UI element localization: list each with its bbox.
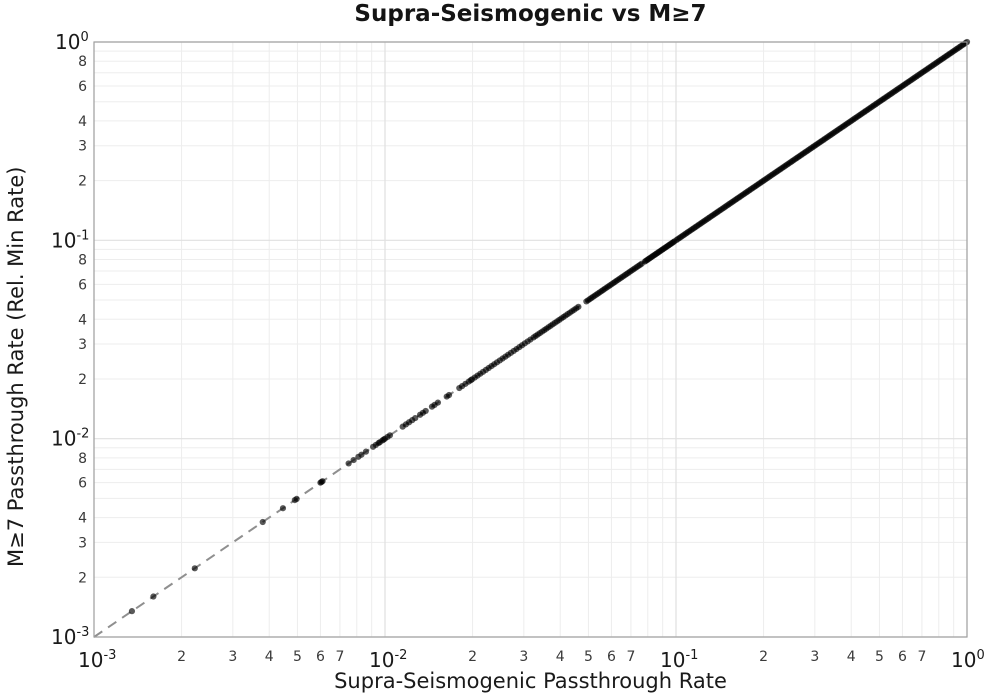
y-minor-tick-label: 3	[78, 337, 87, 353]
x-major-tick-label: 10-3	[78, 648, 116, 672]
scatter-point	[362, 448, 370, 455]
tick-exponent: -2	[76, 427, 89, 442]
scatter-point	[279, 505, 287, 512]
y-minor-tick-label: 6	[78, 79, 87, 95]
scatter-point	[293, 495, 300, 502]
scatter-point	[412, 414, 419, 422]
x-minor-tick-label: 7	[917, 649, 926, 665]
x-minor-tick-label: 6	[898, 649, 907, 665]
scatter-point	[445, 391, 453, 399]
scatter-point	[350, 456, 357, 464]
tick-exponent: -2	[394, 648, 407, 663]
scatter-point	[259, 518, 266, 526]
tick-base: 10	[78, 648, 103, 672]
tick-base: 10	[660, 648, 685, 672]
x-major-tick-label: 100	[951, 648, 985, 672]
scatter-point	[128, 608, 136, 615]
x-axis-label: Supra-Seismogenic Passthrough Rate	[334, 669, 727, 693]
y-minor-tick-label: 8	[78, 451, 87, 467]
x-minor-tick-label: 3	[519, 649, 528, 665]
chart-title: Supra-Seismogenic vs M≥7	[354, 1, 707, 27]
scatter-point	[150, 593, 157, 600]
x-minor-tick-label: 5	[875, 649, 884, 665]
y-minor-tick-label: 8	[78, 253, 87, 269]
scatter-point	[386, 432, 394, 439]
scatter-point	[191, 565, 198, 572]
tick-exponent: -3	[103, 648, 116, 663]
x-major-tick-label: 10-2	[369, 648, 407, 672]
x-minor-tick-label: 6	[607, 649, 616, 665]
x-minor-tick-label: 7	[335, 649, 344, 665]
x-minor-tick-label: 3	[228, 649, 237, 665]
scatter-points	[128, 38, 971, 615]
y-minor-tick-label: 3	[78, 139, 87, 155]
x-minor-tick-label: 4	[556, 649, 565, 665]
x-minor-tick-label: 5	[293, 649, 302, 665]
scatter-point	[422, 407, 429, 415]
tick-exponent: -1	[76, 228, 89, 243]
y-minor-tick-label: 3	[78, 535, 87, 551]
x-minor-tick-label: 6	[316, 649, 325, 665]
tick-exponent: 0	[976, 648, 984, 663]
y-major-tick-label: 10-3	[51, 625, 89, 649]
scatter-point	[358, 451, 365, 458]
tick-base: 10	[55, 30, 80, 54]
x-minor-tick-label: 4	[847, 649, 856, 665]
tick-exponent: -3	[76, 625, 89, 640]
y-minor-tick-label: 2	[78, 372, 87, 388]
y-minor-tick-label: 8	[78, 54, 87, 70]
scatter-point	[434, 399, 442, 406]
x-minor-tick-label: 4	[265, 649, 274, 665]
tick-exponent: 0	[80, 30, 88, 45]
x-minor-tick-label: 3	[810, 649, 819, 665]
y-minor-tick-label: 6	[78, 277, 87, 293]
scatter-point	[319, 478, 326, 485]
scatter-point	[345, 460, 352, 467]
scatter-point	[575, 303, 582, 310]
y-major-tick-label: 10-1	[51, 228, 89, 252]
y-minor-tick-label: 4	[78, 312, 87, 328]
y-minor-tick-label: 4	[78, 114, 87, 130]
tick-exponent: -1	[685, 648, 698, 663]
tick-base: 10	[51, 427, 76, 451]
y-major-tick-label: 10-2	[51, 427, 89, 451]
x-major-tick-label: 10-1	[660, 648, 698, 672]
y-minor-tick-label: 2	[78, 174, 87, 190]
y-minor-tick-label: 4	[78, 511, 87, 527]
x-minor-tick-label: 2	[177, 649, 186, 665]
plot-border	[93, 41, 968, 638]
x-minor-tick-label: 2	[759, 649, 768, 665]
x-minor-tick-label: 7	[626, 649, 635, 665]
tick-base: 10	[951, 648, 976, 672]
y-minor-tick-label: 6	[78, 476, 87, 492]
tick-base: 10	[51, 625, 76, 649]
x-minor-tick-label: 5	[584, 649, 593, 665]
tick-base: 10	[51, 228, 76, 252]
minor-grid	[94, 42, 967, 637]
y-minor-tick-label: 2	[78, 570, 87, 586]
tick-base: 10	[369, 648, 394, 672]
x-minor-tick-label: 2	[468, 649, 477, 665]
y-axis-label: M≥7 Passthrough Rate (Rel. Min Rate)	[4, 166, 28, 567]
y-major-tick-label: 100	[55, 30, 89, 54]
